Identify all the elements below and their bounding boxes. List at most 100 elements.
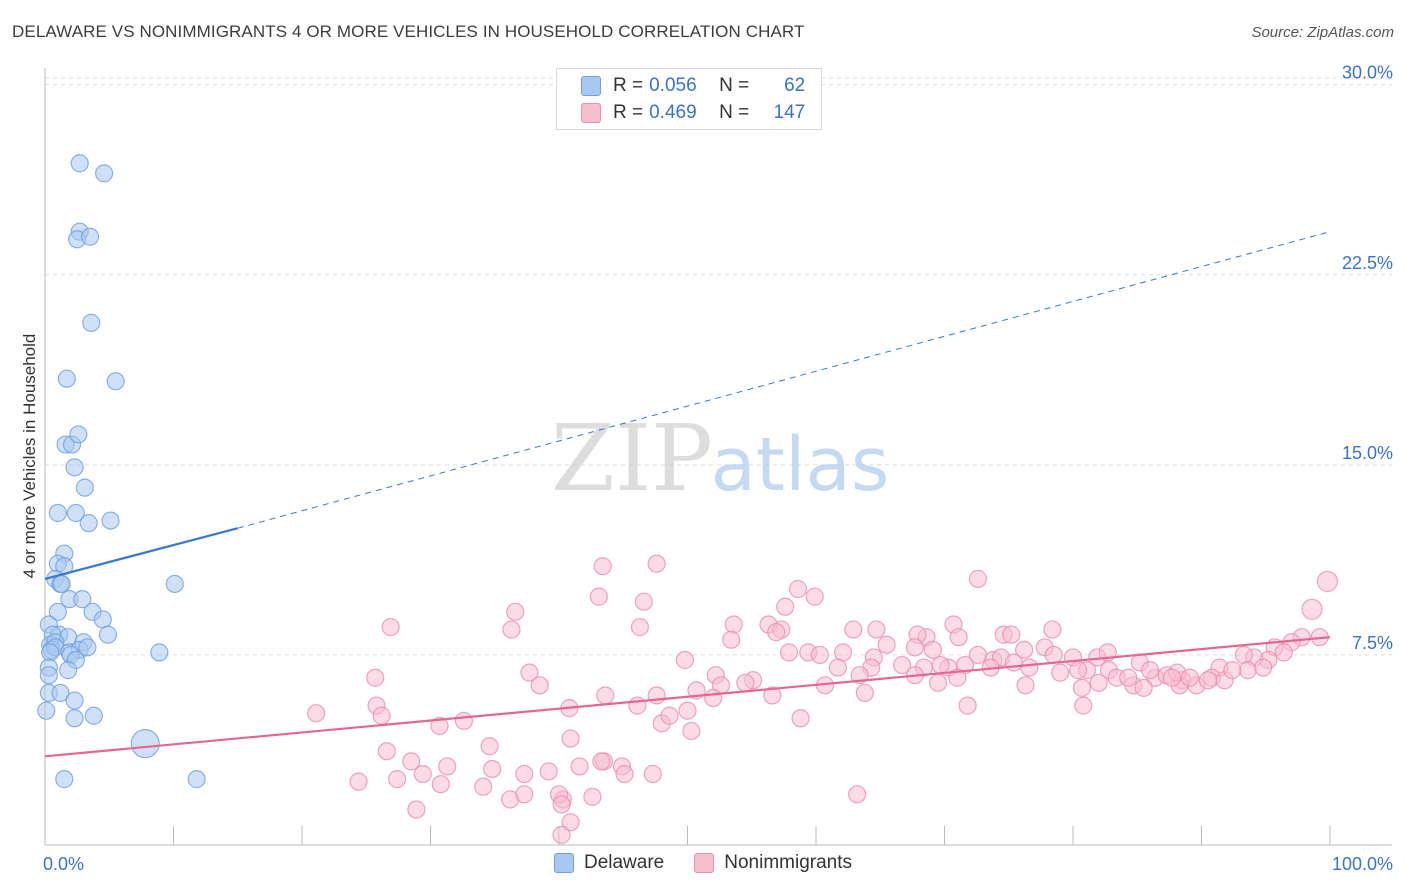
delaware-point [84, 706, 103, 725]
delaware-point [52, 574, 71, 594]
nonimmigrants-point [779, 643, 799, 662]
series-legend-delaware[interactable]: Delaware [553, 852, 665, 874]
delaware-point [165, 574, 184, 594]
nonimmigrants-point [1223, 661, 1242, 680]
legend-r-label: R = [613, 75, 644, 96]
series-swatch-delaware [553, 853, 574, 873]
nonimmigrants-point [372, 706, 391, 725]
series-swatch-nonimmigrants [694, 853, 715, 873]
nonimmigrants-point [1119, 668, 1138, 687]
nonimmigrants-point [643, 764, 662, 784]
tick-labels: 7.5% 15.0% 22.5% 30.0% 0.0% 100.0% [43, 63, 1393, 874]
nonimmigrants-point [892, 655, 912, 675]
stats-legend: R = 0.056 N = 62 R = 0.469 N = 147 [556, 68, 822, 130]
nonimmigrants-point [905, 638, 925, 657]
delaware-point [55, 770, 74, 789]
delaware-point [66, 503, 85, 523]
nonimmigrants-point [877, 635, 896, 654]
nonimmigrants-point [1044, 645, 1063, 665]
nonimmigrants-point [1016, 676, 1035, 695]
nonimmigrants-point [377, 742, 396, 761]
nonimmigrants-point [682, 721, 701, 741]
nonimmigrants-point [722, 630, 741, 649]
delaware-point [48, 602, 67, 621]
nonimmigrants-point [923, 640, 943, 659]
delaware-point [82, 313, 101, 333]
nonimmigrants-point [949, 628, 968, 647]
delaware-point [150, 643, 169, 662]
nonimmigrants-point [948, 668, 967, 687]
nonimmigrants-point [515, 785, 534, 804]
delaware-point [59, 661, 78, 680]
nonimmigrants-point [515, 764, 534, 784]
legend-r-label: R = [613, 102, 644, 123]
delaware-trend-projection [237, 231, 1331, 529]
delaware-point [106, 372, 125, 391]
delaware-point [65, 458, 84, 477]
nonimmigrants-point [1051, 663, 1070, 682]
nonimmigrants-point [1015, 640, 1034, 659]
delaware-point [70, 154, 89, 173]
nonimmigrants-trend-line [44, 636, 1331, 758]
nonimmigrants-point [634, 592, 653, 611]
nonimmigrants-point [1134, 678, 1153, 697]
nonimmigrants-point [407, 800, 426, 819]
nonimmigrants-point [596, 686, 615, 705]
series-label-delaware: Delaware [583, 852, 665, 873]
nonimmigrants-point [931, 655, 950, 675]
series-label-nonimmigrants: Nonimmigrants [724, 852, 853, 873]
nonimmigrants-point [1316, 570, 1339, 593]
nonimmigrants-point [506, 602, 525, 621]
nonimmigrants-point [763, 686, 782, 705]
watermark-atlas: atlas [711, 422, 890, 508]
nonimmigrants-point [438, 757, 457, 776]
legend-swatch-delaware [581, 76, 601, 96]
nonimmigrants-point [1002, 625, 1021, 644]
delaware-point [101, 511, 120, 530]
legend-r-value: 0.056 [649, 75, 697, 96]
nonimmigrants-point [736, 673, 755, 692]
nonimmigrants-point [678, 701, 697, 720]
delaware-point [69, 425, 88, 444]
nonimmigrants-point [589, 587, 608, 606]
nonimmigrants-point [1043, 620, 1062, 639]
delaware-point [65, 691, 84, 710]
nonimmigrants-point [593, 557, 612, 576]
nonimmigrants-point [1072, 678, 1092, 697]
delaware-point [95, 164, 114, 183]
legend-swatch-nonimmigrants [581, 103, 601, 123]
nonimmigrants-point [628, 696, 647, 715]
delaware-point [187, 770, 206, 789]
delaware-point [79, 514, 98, 533]
nonimmigrants-point [1180, 668, 1200, 687]
nonimmigrants-point [1089, 673, 1108, 692]
nonimmigrants-point [660, 706, 679, 725]
nonimmigrants-point [1162, 668, 1182, 687]
series-legend-nonimmigrants[interactable]: Nonimmigrants [694, 852, 852, 874]
nonimmigrants-point [413, 764, 432, 784]
x-tick-label-max: 100.0% [1332, 854, 1393, 874]
nonimmigrants-point [958, 696, 977, 715]
legend-n-label: N = [719, 102, 750, 123]
watermark-zip: ZIP [551, 405, 713, 512]
nonimmigrants-point [867, 620, 886, 639]
delaware-trend-line [44, 527, 239, 580]
nonimmigrants-point [1234, 645, 1254, 665]
nonimmigrants-point [502, 620, 521, 639]
nonimmigrants-point [561, 729, 580, 748]
nonimmigrants-point [483, 759, 502, 779]
nonimmigrants-point [855, 683, 874, 703]
gridlines [45, 77, 1392, 656]
delaware-point [57, 369, 76, 388]
nonimmigrants-point [615, 764, 634, 784]
nonimmigrants-point [1274, 643, 1293, 662]
nonimmigrants-point [366, 668, 385, 687]
nonimmigrants-point [387, 770, 407, 789]
nonimmigrants-point [561, 813, 580, 832]
nonimmigrants-point [791, 709, 810, 728]
nonimmigrants-point [454, 711, 474, 730]
nonimmigrants-point [583, 787, 602, 806]
delaware-point [37, 701, 56, 720]
nonimmigrants-point [592, 752, 611, 771]
